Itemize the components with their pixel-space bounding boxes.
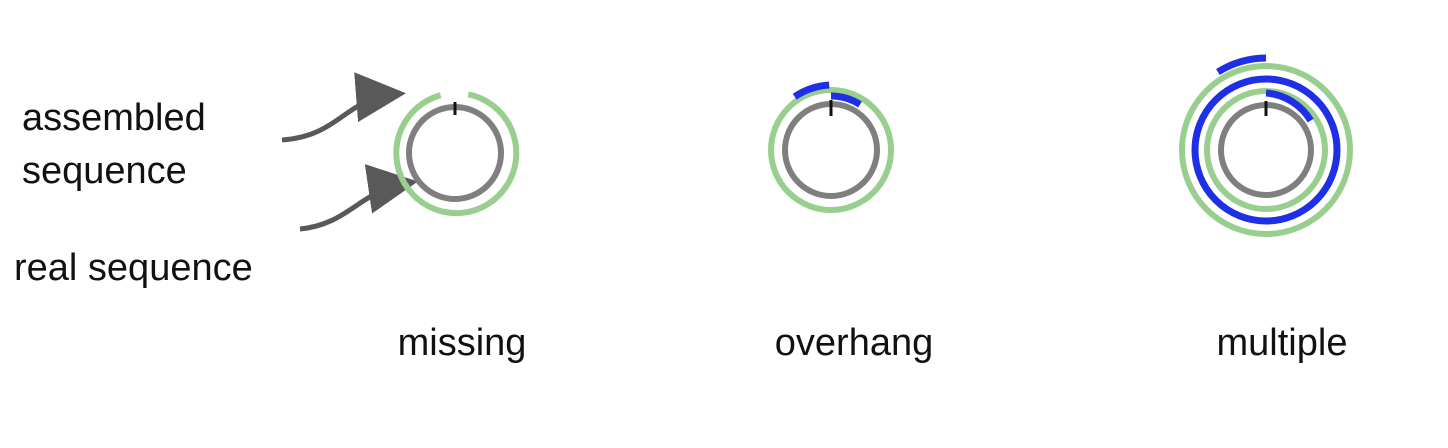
panel-missing: missing bbox=[393, 91, 527, 364]
panel-overhang: overhang bbox=[768, 81, 933, 364]
panel-label-missing: missing bbox=[398, 322, 527, 364]
legend-assembled-label-line2: sequence bbox=[22, 150, 187, 192]
multiple-extra-arc-top bbox=[1216, 54, 1267, 76]
multiple-extra-arc-inner bbox=[1265, 89, 1314, 123]
legend-assembled-label-line1: assembled bbox=[22, 97, 206, 139]
assembled-arc-missing bbox=[393, 91, 520, 217]
panel-multiple: multiple bbox=[1179, 54, 1353, 364]
multiple-blue-ring bbox=[1191, 75, 1341, 225]
arrow-to-real bbox=[299, 164, 418, 232]
arrow-to-assembled bbox=[281, 72, 406, 143]
real-circle-missing bbox=[406, 104, 504, 202]
real-circle-overhang bbox=[782, 101, 880, 199]
assembled-circle-multiple-inner bbox=[1204, 88, 1328, 212]
overhang-arc-outer bbox=[792, 81, 830, 100]
panel-label-multiple: multiple bbox=[1217, 322, 1348, 364]
panel-label-overhang: overhang bbox=[775, 322, 933, 364]
legend-real-label: real sequence bbox=[14, 247, 253, 289]
overhang-arc-inner bbox=[830, 92, 862, 108]
real-circle-multiple bbox=[1218, 102, 1314, 198]
assembled-circle-multiple-outer bbox=[1179, 63, 1353, 237]
assembled-circle-overhang bbox=[768, 87, 894, 213]
